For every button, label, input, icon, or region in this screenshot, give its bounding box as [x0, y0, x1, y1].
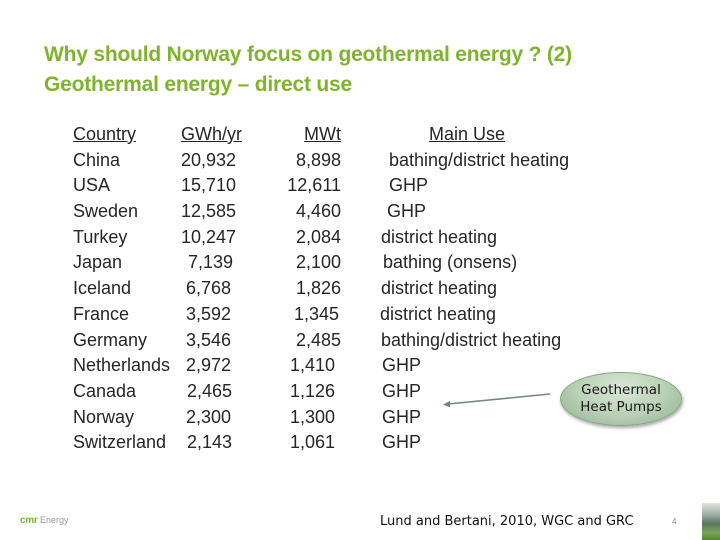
cell-country: China — [73, 149, 121, 170]
cell-country: USA — [73, 175, 111, 196]
cell-gwh: 3,546 — [186, 329, 232, 350]
cell-use: district heating — [381, 278, 498, 299]
cmr-energy-logo: cmr Energy — [20, 515, 69, 526]
callout-line-1: Geothermal — [581, 382, 661, 398]
header-mwt: MWt — [304, 124, 341, 144]
cell-gwh: 2,143 — [187, 432, 233, 453]
logo-mark: cmr — [20, 515, 38, 526]
cell-country: Sweden — [73, 201, 139, 222]
logo-text: Energy — [39, 515, 69, 525]
cell-gwh: 6,768 — [186, 278, 232, 299]
cell-country: Netherlands — [73, 355, 171, 376]
cell-gwh: 10,247 — [181, 226, 237, 247]
cell-use: GHP — [387, 201, 427, 222]
cell-country: Canada — [73, 380, 137, 401]
title-line-1: Why should Norway focus on geothermal en… — [44, 43, 572, 66]
cell-use: GHP — [382, 355, 422, 376]
cell-mwt: 1,410 — [289, 355, 335, 376]
cell-gwh: 2,300 — [186, 406, 232, 427]
header-country: Country — [73, 124, 137, 144]
header-main-use: Main Use — [429, 124, 506, 144]
title-line-2: Geothermal energy – direct use — [44, 73, 352, 96]
cell-country: Turkey — [73, 226, 128, 247]
cell-mwt: 1,061 — [289, 432, 335, 453]
cell-gwh: 20,932 — [181, 149, 237, 170]
cell-use: GHP — [382, 432, 422, 453]
cell-mwt: 2,084 — [295, 226, 341, 247]
cell-country: Germany — [73, 329, 148, 350]
cell-mwt: 1,300 — [289, 406, 335, 427]
header-gwh: GWh/yr — [181, 124, 242, 144]
cell-mwt: 12,611 — [287, 175, 341, 196]
cell-gwh: 12,585 — [181, 201, 237, 222]
cell-gwh: 7,139 — [188, 252, 234, 273]
cell-country: Switzerland — [73, 432, 167, 453]
cell-gwh: 2,465 — [187, 380, 233, 401]
cell-country: Iceland — [73, 278, 132, 299]
corner-photo — [702, 503, 720, 540]
source-citation: Lund and Bertani, 2010, WGC and GRC — [380, 514, 634, 529]
geothermal-heat-pumps-callout: Geothermal Heat Pumps — [560, 372, 682, 426]
cell-use: GHP — [389, 175, 429, 196]
cell-use: district heating — [381, 226, 498, 247]
cell-country: Japan — [73, 252, 123, 273]
slide-title: Why should Norway focus on geothermal en… — [44, 40, 572, 100]
callout-line-2: Heat Pumps — [580, 399, 662, 415]
cell-gwh: 3,592 — [186, 303, 232, 324]
cell-use: bathing (onsens) — [383, 252, 518, 273]
cell-country: France — [73, 303, 130, 324]
cell-gwh: 15,710 — [181, 175, 237, 196]
cell-use: GHP — [382, 406, 422, 427]
cell-mwt: 2,485 — [295, 329, 341, 350]
page-number: 4 — [672, 517, 677, 526]
arrow-icon — [443, 393, 551, 408]
cell-use: bathing/district heating — [389, 149, 570, 170]
cell-use: GHP — [382, 380, 422, 401]
cell-mwt: 4,460 — [295, 201, 341, 222]
cell-gwh: 2,972 — [186, 355, 232, 376]
cell-mwt: 2,100 — [295, 252, 341, 273]
cell-mwt: 1,126 — [289, 380, 335, 401]
cell-mwt: 8,898 — [295, 149, 341, 170]
cell-mwt: 1,826 — [295, 278, 341, 299]
cell-mwt: 1,345 — [293, 303, 339, 324]
cell-use: bathing/district heating — [381, 329, 562, 350]
cell-country: Norway — [73, 406, 135, 427]
cell-use: district heating — [380, 303, 497, 324]
